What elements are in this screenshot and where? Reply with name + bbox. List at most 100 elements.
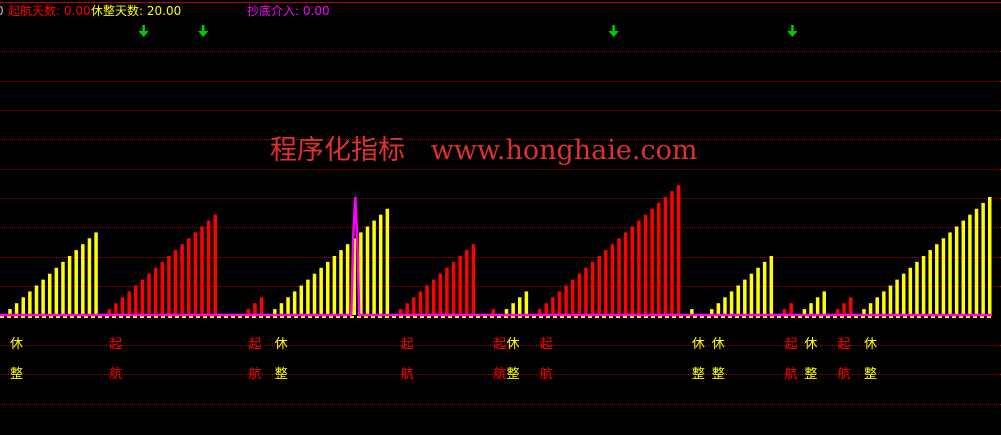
qihang-marker-label: 航	[837, 367, 851, 382]
legend-qihang-value: 0.00	[63, 4, 91, 18]
qihang-bar	[180, 244, 184, 315]
qihang-bar	[471, 244, 476, 315]
qihang-bar	[127, 291, 131, 315]
xiuzheng-bar	[875, 297, 879, 315]
down-arrow-icon	[197, 31, 209, 37]
xiuzheng-bar	[87, 238, 92, 315]
qihang-marker-label: 起	[109, 337, 123, 352]
qihang-bar	[670, 191, 674, 315]
qihang-bar	[537, 309, 542, 315]
xiuzheng-marker-label: 休	[274, 337, 288, 352]
qihang-bar	[114, 303, 118, 315]
xiuzheng-marker-label: 整	[10, 367, 24, 382]
xiuzheng-marker-label: 整	[711, 367, 725, 382]
grid-line	[0, 51, 1001, 52]
xiuzheng-bar	[385, 208, 390, 315]
xiuzheng-bar	[28, 291, 32, 315]
qihang-bar	[193, 232, 198, 315]
xiuzheng-bar	[504, 309, 509, 315]
xiuzheng-bar	[935, 244, 939, 315]
xiuzheng-bar	[915, 261, 919, 315]
qihang-bar	[458, 256, 462, 315]
qihang-marker-label: 航	[493, 367, 507, 382]
grid-line	[0, 227, 1001, 228]
xiuzheng-bar	[756, 267, 760, 315]
grid-line	[0, 110, 1001, 111]
grid-line	[0, 257, 1001, 258]
xiuzheng-bar	[286, 297, 290, 315]
qihang-bar	[650, 208, 654, 315]
down-arrow-icon	[787, 31, 798, 37]
qihang-bar	[200, 226, 204, 315]
down-arrow-icon	[201, 25, 205, 32]
xiuzheng-bar	[690, 309, 694, 315]
qihang-bar	[140, 279, 145, 315]
xiuzheng-bar	[716, 303, 721, 315]
xiuzheng-bar	[822, 291, 827, 315]
xiuzheng-bar	[882, 291, 886, 315]
qihang-bar	[604, 250, 608, 315]
grid-line	[0, 374, 1001, 375]
xiuzheng-bar	[981, 202, 985, 315]
xiuzheng-bar	[94, 232, 98, 315]
xiuzheng-bar	[61, 261, 65, 315]
xiuzheng-marker-label: 整	[691, 367, 705, 382]
qihang-bar	[782, 309, 787, 315]
grid-line	[0, 286, 1001, 287]
legend-chaodi-label: 抄底介入	[247, 4, 296, 18]
down-arrow-icon	[138, 31, 149, 37]
qihang-marker-label: 起	[400, 337, 414, 352]
qihang-bar	[246, 309, 251, 315]
xiuzheng-bar	[312, 273, 317, 315]
xiuzheng-bar	[815, 297, 820, 315]
qihang-marker-label: 航	[109, 367, 123, 382]
qihang-bar	[405, 303, 409, 315]
legend-xiuzheng-label: 休整天数	[91, 4, 140, 18]
xiuzheng-bar	[769, 256, 774, 315]
xiuzheng-bar	[339, 250, 343, 315]
grid-line	[0, 198, 1001, 199]
qihang-bar	[147, 273, 151, 315]
xiuzheng-bar	[359, 232, 363, 315]
qihang-bar	[842, 303, 846, 315]
xiuzheng-bar	[809, 303, 813, 315]
legend-chaodi-value: 0.00	[302, 4, 330, 18]
xiuzheng-bar	[326, 261, 330, 315]
qihang-bar	[676, 185, 681, 315]
xiuzheng-bar	[868, 303, 873, 315]
xiuzheng-bar	[378, 214, 383, 315]
qihang-bar	[418, 291, 423, 315]
qihang-bar	[577, 273, 582, 315]
xiuzheng-bar	[961, 220, 966, 315]
qihang-bar	[167, 256, 171, 315]
top-border	[0, 2, 1001, 3]
chaodi-line	[0, 196, 992, 317]
down-arrow-icon	[608, 31, 619, 37]
qihang-bar	[557, 291, 562, 315]
xiuzheng-bar	[762, 261, 767, 315]
qihang-bar	[120, 297, 125, 315]
grid-line	[0, 404, 1001, 405]
watermark-text: 程序化指标 www.honghaie.com	[270, 135, 698, 166]
qihang-bar	[835, 309, 840, 315]
xiuzheng-bar	[365, 226, 370, 315]
xiuzheng-bar	[862, 309, 866, 315]
qihang-bar	[564, 285, 568, 315]
qihang-bar	[789, 303, 793, 315]
qihang-bar	[630, 226, 635, 315]
xiuzheng-marker-label: 休	[804, 337, 818, 352]
legend-chaodi: 抄底介入: 0.00	[247, 4, 330, 18]
qihang-bar	[398, 309, 403, 315]
xiuzheng-bar	[723, 297, 727, 315]
qihang-marker-label: 航	[248, 367, 262, 382]
qihang-bar	[610, 244, 615, 315]
qihang-bar	[590, 261, 595, 315]
qihang-marker-label: 起	[539, 337, 553, 352]
xiuzheng-bar	[736, 285, 740, 315]
qihang-bar	[848, 297, 853, 315]
legend-qihang-label: 起航天数	[8, 4, 57, 18]
qihang-bar	[617, 238, 621, 315]
down-arrow-icon	[791, 25, 794, 32]
qihang-bar	[451, 261, 456, 315]
